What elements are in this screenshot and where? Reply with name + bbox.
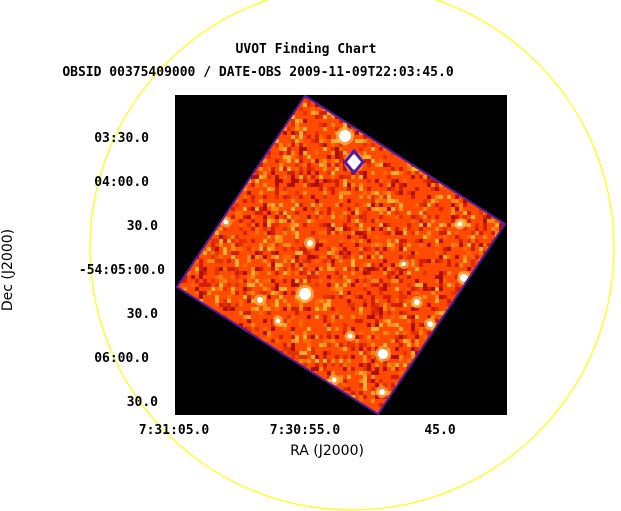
y-tick-label: 30.0	[127, 219, 158, 234]
x-tick-label: 45.0	[424, 423, 455, 438]
y-tick-label: 06:00.0	[94, 351, 149, 366]
x-axis-ticks: 7:31:05.0 7:30:55.0 45.0	[139, 423, 456, 438]
y-tick-label: 04:00.0	[94, 175, 149, 190]
chart-title: UVOT Finding Chart	[236, 42, 377, 57]
y-axis-label: Dec (J2000)	[0, 229, 16, 311]
y-tick-label: 30.0	[127, 307, 158, 322]
image-sources	[220, 127, 471, 398]
y-tick-label: 30.0	[127, 395, 158, 410]
x-tick-label: 7:31:05.0	[139, 423, 210, 438]
chart-subtitle: OBSID 00375409000 / DATE-OBS 2009-11-09T…	[62, 65, 454, 80]
image-border	[175, 95, 507, 415]
y-tick-label: -54:05:00.0	[79, 263, 165, 278]
y-axis-ticks: 03:30.0 04:00.0 30.0 -54:05:00.0 30.0 06…	[79, 131, 165, 410]
y-tick-label: 03:30.0	[94, 131, 149, 146]
overlay-circle	[89, 0, 615, 511]
x-axis-label: RA (J2000)	[290, 443, 364, 459]
x-tick-label: 7:30:55.0	[270, 423, 341, 438]
